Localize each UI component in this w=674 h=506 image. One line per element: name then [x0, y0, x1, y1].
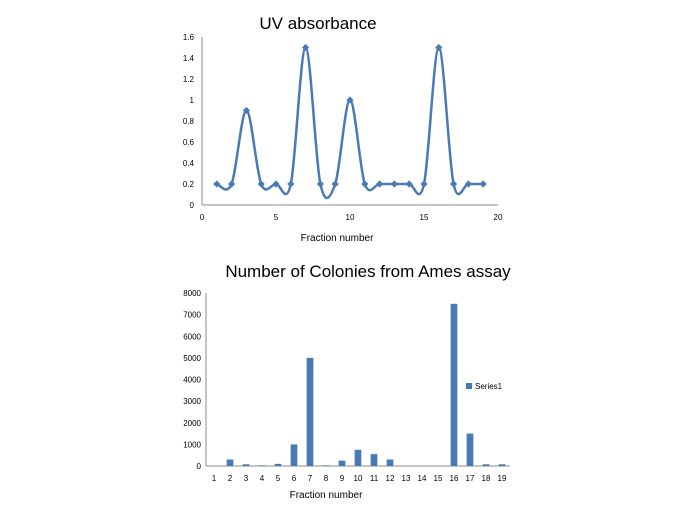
ames-y-tick-label: 4000: [183, 376, 201, 385]
uv-y-tick-label: 1.2: [183, 75, 195, 84]
uv-x-tick-label: 10: [346, 213, 355, 222]
uv-y-tick-label: 1: [190, 96, 195, 105]
uv-y-tick-label: 0.4: [183, 159, 195, 168]
uv-data-point: [287, 180, 295, 188]
ames-x-tick-label: 13: [402, 474, 411, 483]
uv-x-tick-label: 20: [494, 213, 503, 222]
ames-bar: [354, 449, 362, 466]
ames-x-tick-label: 4: [260, 474, 265, 483]
uv-y-tick-label: 0.2: [183, 180, 195, 189]
ames-y-tick-label: 6000: [183, 332, 201, 341]
uv-data-point: [302, 43, 310, 52]
uv-y-tick-label: 1.4: [183, 54, 195, 63]
uv-data-point: [242, 106, 250, 115]
uv-x-tick-label: 15: [420, 213, 429, 222]
ames-bar: [482, 464, 490, 466]
ames-x-tick-label: 12: [386, 474, 395, 483]
ames-x-tick-label: 16: [450, 474, 459, 483]
ames-legend-label: Series1: [475, 382, 503, 391]
ames-y-axis-ticks: 0 1000 2000 3000 4000 5000 6000 7000 8000: [183, 289, 201, 471]
ames-bar: [386, 459, 394, 466]
uv-y-tick-label: 0: [190, 201, 195, 210]
ames-y-tick-label: 0: [197, 462, 202, 471]
ames-bar: [370, 454, 378, 466]
uv-data-point: [390, 180, 398, 188]
uv-data-point: [435, 43, 443, 52]
ames-x-axis-ticks: 1 2 3 4 5 6 7 8 9 10 11 12 13 14 15 16 17 18 19: [212, 474, 507, 483]
ames-x-axis-title: Fraction number: [290, 490, 363, 501]
ames-y-tick-label: 5000: [183, 354, 201, 363]
ames-y-tick-label: 3000: [183, 397, 201, 406]
ames-x-tick-label: 19: [498, 474, 507, 483]
uv-data-point: [464, 180, 472, 188]
uv-data-point: [361, 180, 369, 188]
uv-chart-title: UV absorbance: [259, 14, 376, 33]
ames-bar: [306, 357, 314, 466]
ames-bar: [290, 444, 298, 466]
uv-data-point: [213, 180, 221, 188]
ames-x-tick-label: 9: [340, 474, 345, 483]
ames-bar: [242, 464, 250, 466]
uv-data-point: [331, 180, 339, 188]
ames-bar: [450, 303, 458, 466]
ames-bar: [226, 459, 234, 466]
ames-bar: [322, 465, 330, 466]
ames-chart-title: Number of Colonies from Ames assay: [225, 262, 511, 281]
ames-bars: [226, 303, 506, 466]
ames-x-tick-label: 8: [324, 474, 329, 483]
uv-data-point: [420, 180, 428, 188]
ames-x-tick-label: 18: [482, 474, 491, 483]
uv-data-point: [272, 180, 280, 188]
ames-x-tick-label: 7: [308, 474, 313, 483]
uv-x-tick-label: 0: [200, 213, 205, 222]
ames-x-tick-label: 5: [276, 474, 281, 483]
uv-x-axis-title: Fraction number: [301, 233, 374, 244]
ames-bar: [498, 464, 506, 466]
uv-x-axis-ticks: 0 5 10 15 20: [200, 213, 503, 222]
uv-series-line: [216, 46, 484, 200]
ames-x-tick-label: 17: [466, 474, 475, 483]
ames-x-tick-label: 14: [418, 474, 427, 483]
uv-data-point: [376, 180, 384, 188]
ames-legend: Series1: [466, 382, 503, 391]
ames-bar: [258, 465, 266, 466]
ames-y-tick-label: 8000: [183, 289, 201, 298]
ames-bar: [274, 463, 282, 466]
uv-data-point: [479, 180, 487, 188]
ames-x-tick-label: 15: [434, 474, 443, 483]
ames-y-tick-label: 2000: [183, 419, 201, 428]
uv-data-point: [346, 96, 354, 104]
ames-x-tick-label: 11: [370, 474, 379, 483]
uv-y-tick-label: 1.6: [183, 33, 195, 42]
uv-data-markers: [213, 43, 487, 188]
ames-x-tick-label: 10: [354, 474, 363, 483]
uv-data-point: [405, 180, 413, 188]
uv-y-tick-label: 0.8: [183, 117, 195, 126]
ames-y-tick-label: 1000: [183, 440, 201, 449]
ames-x-tick-label: 6: [292, 474, 297, 483]
uv-data-point: [316, 180, 324, 188]
ames-x-tick-label: 3: [244, 474, 249, 483]
ames-legend-swatch: [466, 383, 472, 389]
uv-y-tick-label: 0.6: [183, 138, 195, 147]
uv-y-axis-ticks: 0 0.2 0.4 0.6 0.8 1 1.2 1.4 1.6: [183, 33, 195, 210]
ames-bar: [466, 433, 474, 466]
uv-x-tick-label: 5: [274, 213, 279, 222]
ames-y-tick-label: 7000: [183, 311, 201, 320]
ames-x-tick-label: 2: [228, 474, 233, 483]
uv-data-point: [450, 180, 458, 188]
uv-data-point: [257, 180, 265, 188]
uv-absorbance-chart: UV absorbance 0 0.2 0.4 0.6 0.8 1 1.2 1.4 1.6 0 5…: [183, 14, 503, 244]
ames-assay-chart: Number of Colonies from Ames assay 0 1000…: [183, 262, 511, 501]
ames-bar: [338, 460, 346, 466]
uv-data-point: [228, 180, 236, 188]
ames-x-tick-label: 1: [212, 474, 217, 483]
